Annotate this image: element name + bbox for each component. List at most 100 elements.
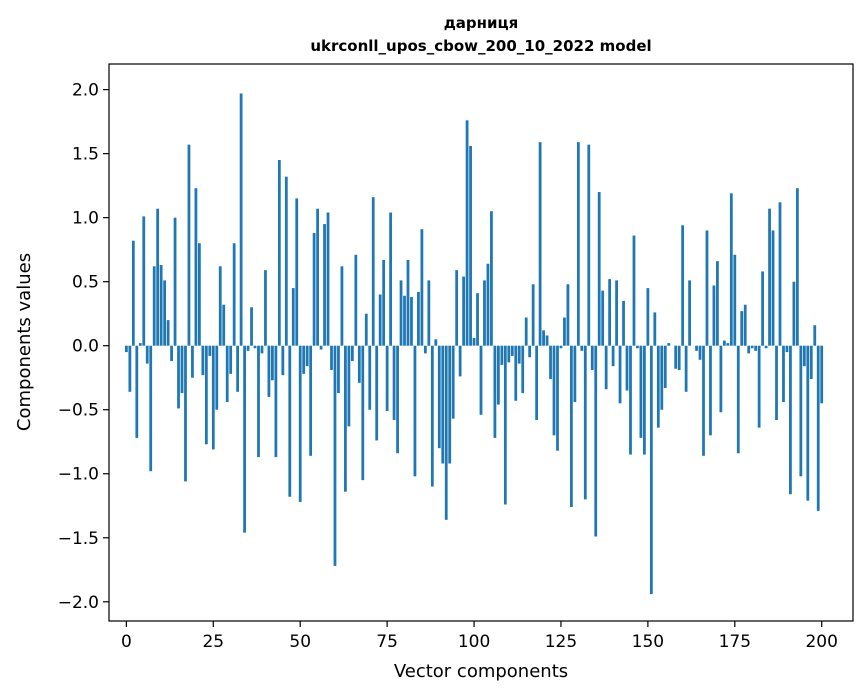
bar bbox=[215, 345, 219, 410]
bar bbox=[462, 276, 466, 346]
bar bbox=[170, 345, 173, 362]
bar bbox=[542, 330, 545, 346]
bar bbox=[705, 230, 709, 346]
bar bbox=[361, 345, 365, 481]
bar bbox=[274, 345, 278, 458]
bar bbox=[250, 307, 253, 346]
x-axis-label: Vector components bbox=[394, 661, 568, 682]
bar bbox=[455, 270, 459, 346]
bar bbox=[305, 345, 309, 367]
bar bbox=[813, 325, 817, 346]
x-tick-label: 25 bbox=[202, 632, 224, 652]
bar bbox=[792, 281, 796, 346]
bar bbox=[323, 224, 326, 346]
bar bbox=[392, 345, 396, 420]
bar bbox=[177, 345, 180, 409]
bar bbox=[820, 345, 824, 404]
bar bbox=[785, 345, 789, 353]
bar bbox=[211, 345, 215, 450]
x-axis-ticks: 0 25 50 75 100 125 150 175 200 bbox=[121, 621, 838, 652]
bar bbox=[288, 345, 292, 497]
bar bbox=[218, 266, 222, 346]
bar bbox=[368, 345, 372, 410]
bar bbox=[649, 345, 653, 595]
bar bbox=[743, 304, 747, 346]
bar bbox=[152, 266, 156, 346]
bar bbox=[389, 212, 392, 346]
bar bbox=[191, 345, 194, 378]
bar bbox=[232, 243, 236, 346]
y-axis-ticks: −2.0 −1.5 −1.0 −0.5 0.0 0.5 1.0 1.5 2.0 bbox=[58, 81, 109, 613]
bar bbox=[465, 120, 469, 346]
chart-subtitle: ukrconll_upos_cbow_200_10_2022 model bbox=[310, 37, 651, 55]
bar bbox=[503, 345, 507, 505]
bar bbox=[597, 192, 601, 346]
bar bbox=[406, 259, 410, 346]
y-tick-label: 0.0 bbox=[72, 337, 99, 357]
bar bbox=[778, 202, 782, 346]
bar bbox=[552, 345, 556, 436]
bar bbox=[517, 345, 521, 364]
bar bbox=[326, 212, 330, 346]
bar bbox=[750, 345, 754, 349]
bar bbox=[709, 345, 712, 436]
bar bbox=[472, 338, 476, 346]
bar bbox=[782, 345, 785, 403]
bar bbox=[764, 345, 768, 349]
bar bbox=[166, 320, 170, 346]
bar bbox=[239, 93, 243, 346]
bar bbox=[587, 144, 591, 346]
bar bbox=[350, 345, 354, 362]
bar bbox=[573, 345, 577, 403]
bar bbox=[483, 280, 486, 346]
bar bbox=[695, 345, 698, 351]
bar bbox=[156, 208, 160, 346]
bar bbox=[615, 280, 618, 346]
bar bbox=[775, 345, 778, 420]
bar bbox=[159, 265, 163, 346]
chart-title: дарниця bbox=[444, 14, 519, 32]
bar bbox=[674, 345, 678, 369]
bar bbox=[399, 280, 403, 346]
x-tick-label: 175 bbox=[719, 632, 751, 652]
bar bbox=[736, 345, 740, 454]
bar bbox=[198, 243, 201, 346]
bar bbox=[545, 335, 549, 346]
bar bbox=[385, 345, 389, 411]
bar bbox=[382, 259, 386, 346]
y-tick-label: 1.0 bbox=[72, 209, 99, 229]
bar bbox=[225, 345, 229, 403]
bar bbox=[618, 345, 622, 404]
bar bbox=[789, 345, 792, 495]
bar bbox=[667, 343, 671, 346]
bar bbox=[726, 343, 730, 346]
bar bbox=[476, 293, 479, 346]
bar bbox=[138, 343, 142, 346]
bar bbox=[427, 280, 431, 346]
bar bbox=[267, 345, 271, 397]
bar bbox=[507, 345, 511, 363]
bar bbox=[128, 345, 132, 392]
bar bbox=[722, 340, 726, 346]
bar bbox=[604, 345, 608, 390]
bar bbox=[135, 345, 139, 438]
bar bbox=[142, 216, 146, 346]
bar bbox=[253, 345, 257, 349]
x-tick-label: 125 bbox=[545, 632, 577, 652]
bar bbox=[236, 345, 240, 392]
bar bbox=[622, 300, 625, 346]
x-tick-label: 200 bbox=[805, 632, 837, 652]
bar bbox=[656, 345, 660, 428]
bars-group bbox=[124, 93, 824, 595]
bar bbox=[430, 345, 434, 487]
bar bbox=[549, 345, 552, 379]
bar bbox=[688, 280, 691, 346]
bar bbox=[719, 345, 723, 413]
bar bbox=[716, 261, 719, 346]
bar bbox=[312, 233, 316, 346]
bar bbox=[576, 142, 580, 346]
bar bbox=[396, 345, 399, 454]
bar bbox=[417, 291, 420, 346]
bar bbox=[712, 285, 716, 346]
